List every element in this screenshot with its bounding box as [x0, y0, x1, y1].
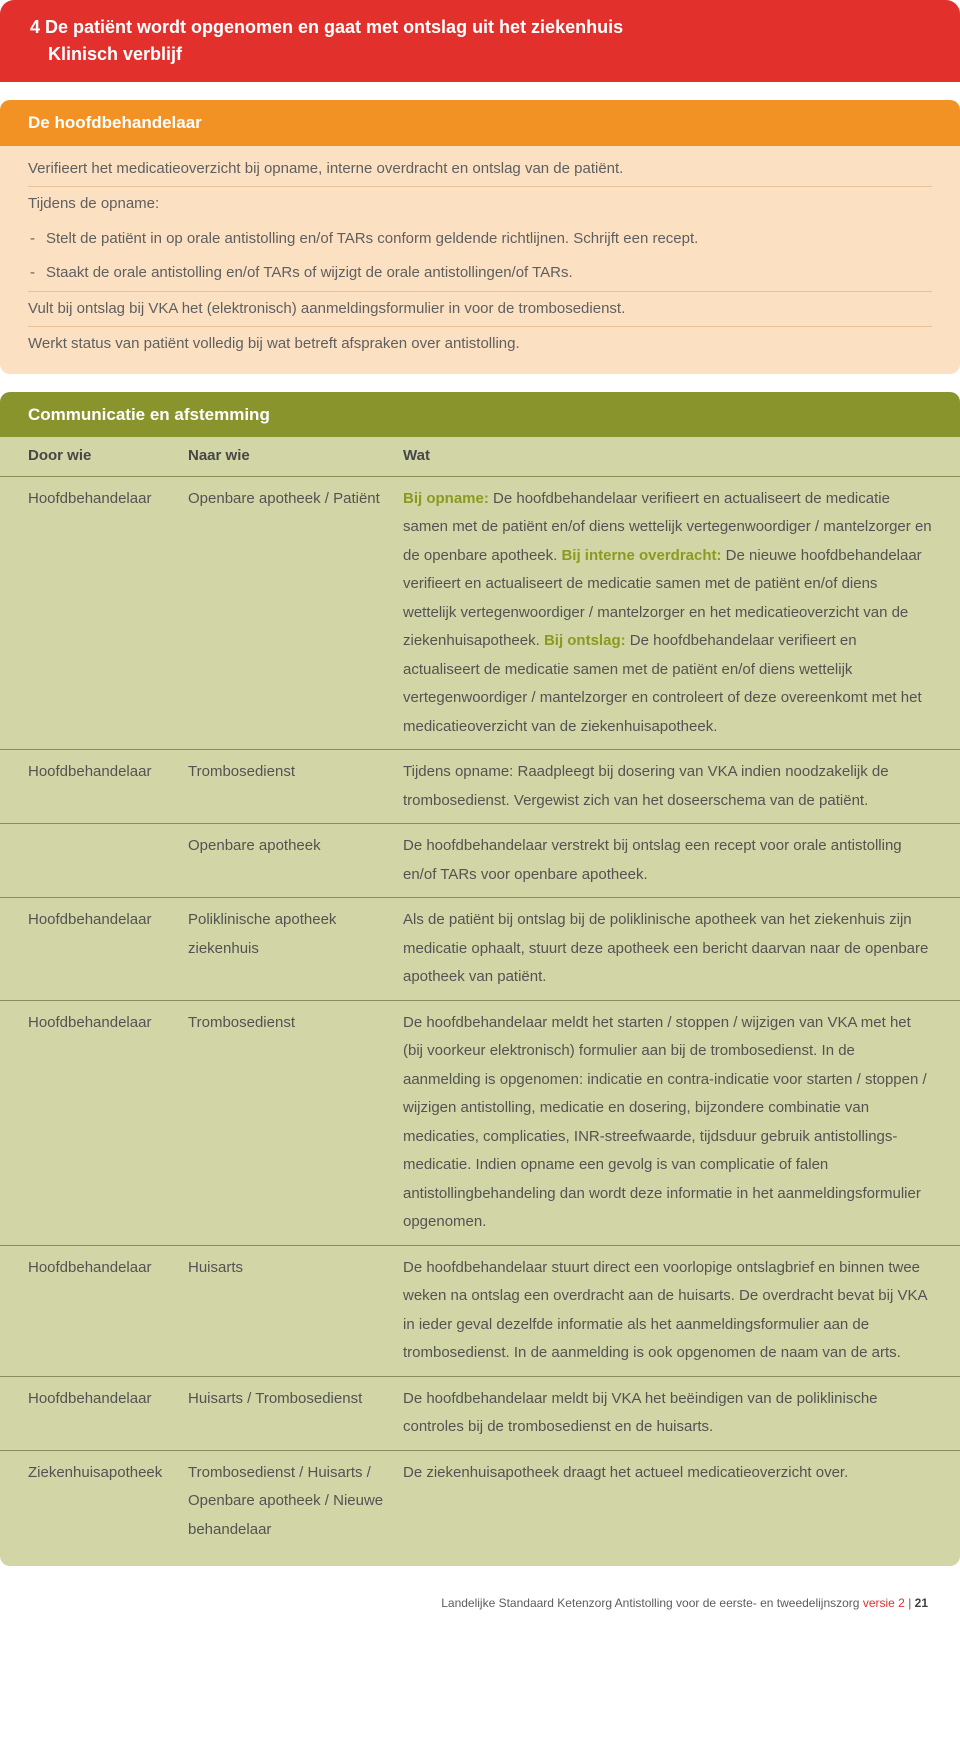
table-row: Hoofdbehandelaar Trombosedienst Tijdens … — [0, 750, 960, 824]
role-box: De hoofdbehandelaar Verifieert het medic… — [0, 100, 960, 374]
cell-what: Bij opname: De hoofdbehandelaar verifiee… — [395, 476, 960, 750]
cell-to: Huisarts — [180, 1245, 395, 1376]
cell-from: Hoofdbehandelaar — [0, 476, 180, 750]
section-subtitle: Klinisch verblijf — [30, 41, 930, 68]
role-line: Tijdens de opname: — [28, 186, 932, 222]
cell-from: Hoofdbehandelaar — [0, 1245, 180, 1376]
role-bullet: Stelt de patiënt in op orale antistollin… — [28, 222, 932, 257]
role-line: Vult bij ontslag bij VKA het (elektronis… — [28, 291, 932, 327]
cell-what: De hoofdbehandelaar stuurt direct een vo… — [395, 1245, 960, 1376]
accent-label: Bij interne overdracht: — [561, 547, 721, 564]
cell-what: Als de patiënt bij ontslag bij de polikl… — [395, 898, 960, 1001]
cell-to: Trombosedienst — [180, 750, 395, 824]
role-box-body: Verifieert het medicatieoverzicht bij op… — [0, 146, 960, 374]
cell-what: Tijdens opname: Raadpleegt bij dosering … — [395, 750, 960, 824]
section-title-text: De patiënt wordt opgenomen en gaat met o… — [45, 17, 623, 37]
table-row: Hoofdbehandelaar Openbare apotheek / Pat… — [0, 476, 960, 750]
table-row: Hoofdbehandelaar Huisarts De hoofdbehand… — [0, 1245, 960, 1376]
cell-what: De ziekenhuisapotheek draagt het actueel… — [395, 1450, 960, 1566]
role-line: Verifieert het medicatieoverzicht bij op… — [28, 152, 932, 187]
footer-version: versie 2 — [863, 1596, 905, 1610]
cell-from: Hoofdbehandelaar — [0, 1000, 180, 1245]
table-row: Openbare apotheek De hoofdbehandelaar ve… — [0, 824, 960, 898]
accent-label: Bij opname: — [403, 490, 489, 507]
cell-to: Openbare apotheek / Patiënt — [180, 476, 395, 750]
role-bullet: Staakt de orale antistolling en/of TARs … — [28, 256, 932, 291]
cell-from: Ziekenhuis­apotheek — [0, 1450, 180, 1566]
table-header-row: Door wie Naar wie Wat — [0, 437, 960, 476]
communication-table: Door wie Naar wie Wat Hoofdbehandelaar O… — [0, 437, 960, 1566]
table-row: Hoofdbehandelaar Poliklinische apotheek … — [0, 898, 960, 1001]
col-header-to: Naar wie — [180, 437, 395, 476]
section-title: 4 De patiënt wordt opgenomen en gaat met… — [30, 14, 930, 41]
footer-page: 21 — [915, 1596, 928, 1610]
cell-from: Hoofdbehandelaar — [0, 1376, 180, 1450]
col-header-what: Wat — [395, 437, 960, 476]
cell-what: De hoofdbehandelaar verstrekt bij ontsla… — [395, 824, 960, 898]
cell-from: Hoofdbehandelaar — [0, 750, 180, 824]
cell-from: Hoofdbehandelaar — [0, 898, 180, 1001]
cell-to: Trombosedienst / Huisarts / Openbare apo… — [180, 1450, 395, 1566]
communication-title: Communicatie en afstemming — [0, 392, 960, 438]
cell-to: Openbare apotheek — [180, 824, 395, 898]
table-row: Ziekenhuis­apotheek Trombosedienst / Hui… — [0, 1450, 960, 1566]
section-number: 4 — [30, 17, 40, 37]
accent-label: Bij ontslag: — [544, 632, 626, 649]
cell-from — [0, 824, 180, 898]
section-header: 4 De patiënt wordt opgenomen en gaat met… — [0, 0, 960, 82]
cell-to: Huisarts / Trombose­dienst — [180, 1376, 395, 1450]
cell-what: De hoofdbehandelaar meldt bij VKA het be… — [395, 1376, 960, 1450]
cell-what: De hoofdbehandelaar meldt het starten / … — [395, 1000, 960, 1245]
page-footer: Landelijke Standaard Ketenzorg Antistoll… — [0, 1590, 960, 1626]
table-row: Hoofdbehandelaar Trombosedienst De hoofd… — [0, 1000, 960, 1245]
cell-to: Poliklinische apotheek ziekenhuis — [180, 898, 395, 1001]
communication-box: Communicatie en afstemming Door wie Naar… — [0, 392, 960, 1567]
role-box-title: De hoofdbehandelaar — [0, 100, 960, 146]
table-row: Hoofdbehandelaar Huisarts / Trombose­die… — [0, 1376, 960, 1450]
footer-text: Landelijke Standaard Ketenzorg Antistoll… — [441, 1596, 863, 1610]
cell-to: Trombosedienst — [180, 1000, 395, 1245]
role-line: Werkt status van patiënt volledig bij wa… — [28, 326, 932, 362]
col-header-from: Door wie — [0, 437, 180, 476]
